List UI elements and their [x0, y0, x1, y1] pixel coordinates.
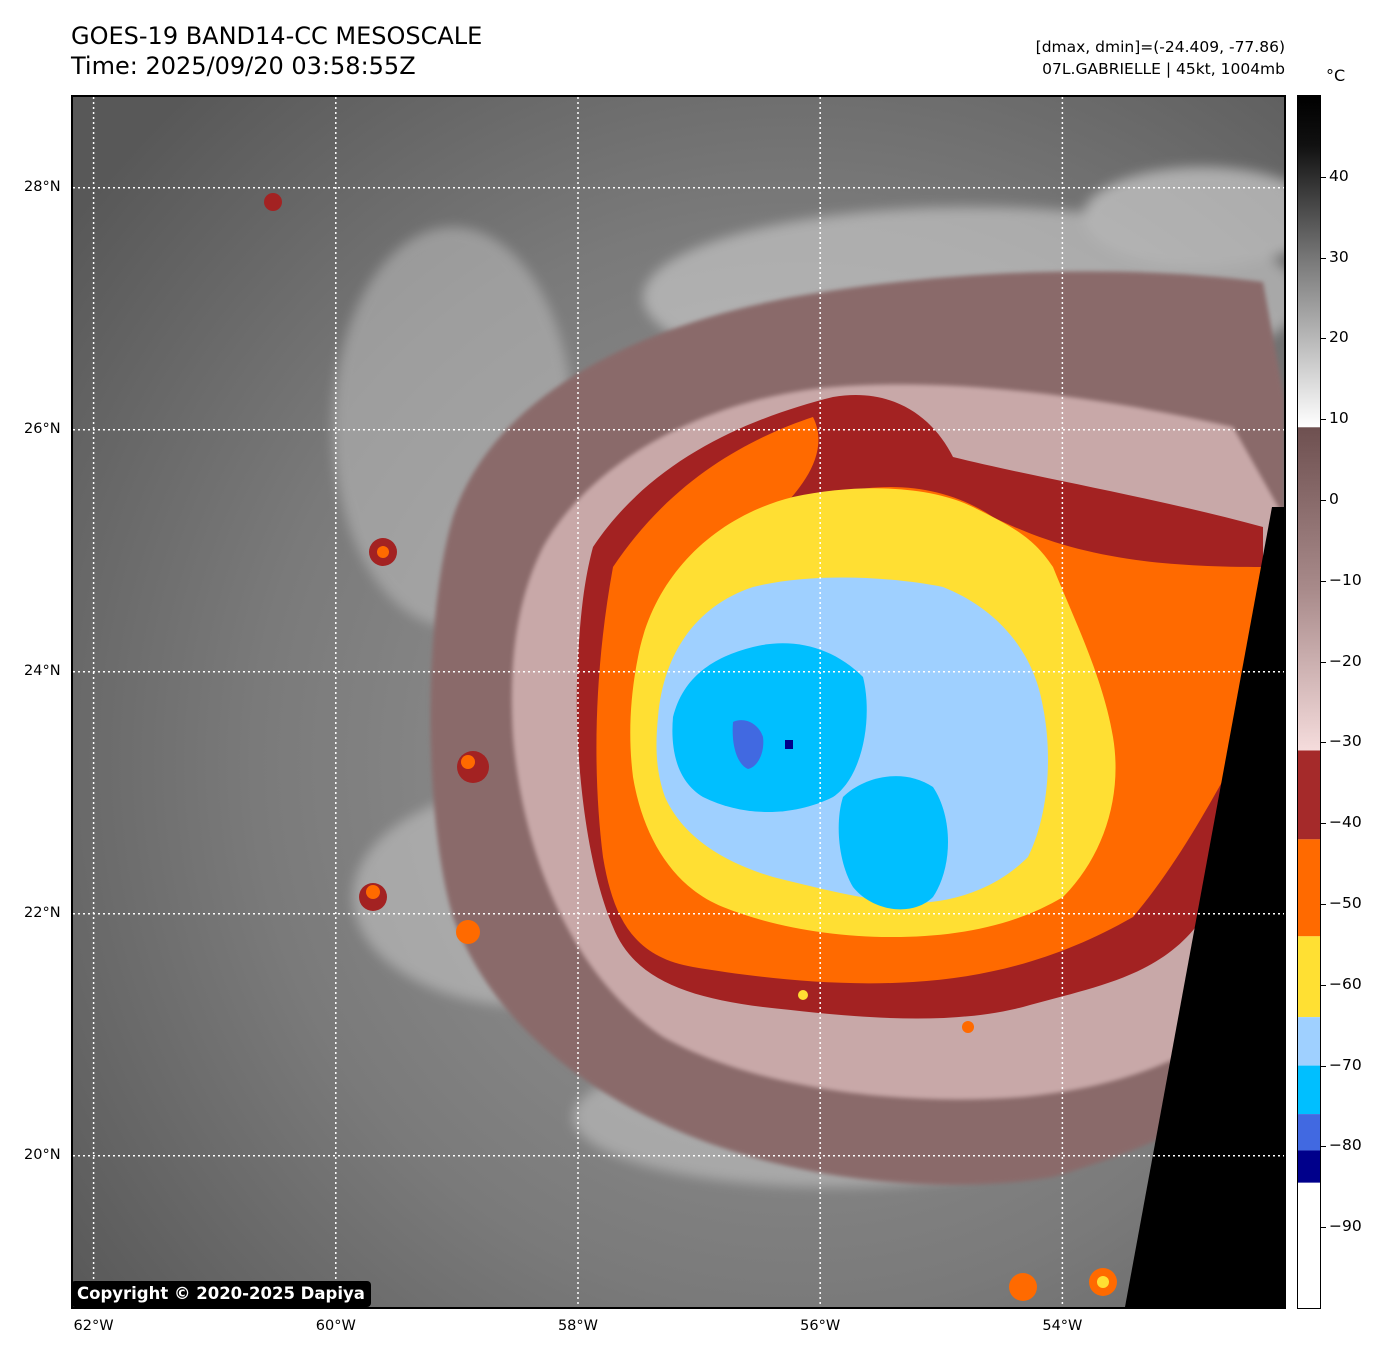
cyan-region [672, 643, 867, 812]
colorbar-label: 10 [1329, 409, 1349, 428]
colorbar-label: −90 [1329, 1217, 1362, 1236]
colorbar-tick [1321, 661, 1326, 663]
satellite-map [71, 95, 1286, 1309]
longitude-label: 54°W [1042, 1318, 1083, 1334]
colorbar-label: −60 [1329, 974, 1362, 993]
colorbar-label: 30 [1329, 247, 1349, 266]
colorbar-label: −70 [1329, 1055, 1362, 1074]
storm-info: 07L.GABRIELLE | 45kt, 1004mb [1042, 60, 1285, 78]
longitude-label: 58°W [557, 1318, 599, 1334]
colorbar-label: −10 [1329, 570, 1362, 589]
chart-title: GOES-19 BAND14-CC MESOSCALE [71, 22, 483, 50]
colorbar-gradient [1298, 96, 1320, 1308]
colorbar-label: −40 [1329, 813, 1362, 832]
colorbar-label: −30 [1329, 732, 1362, 751]
colorbar [1297, 95, 1321, 1309]
colorbar-segment-brown [1298, 427, 1320, 751]
colorbar-tick [1321, 1227, 1326, 1229]
longitude-label: 60°W [315, 1318, 356, 1334]
colorbar-tick [1321, 500, 1326, 501]
colorbar-tick [1321, 823, 1326, 825]
latitude-label: 24°N [24, 662, 61, 679]
chart-time: Time: 2025/09/20 03:58:55Z [71, 52, 416, 80]
longitude-label: 56°W [800, 1318, 841, 1334]
longitude-label: 62°W [73, 1318, 114, 1334]
colorbar-segment-orange [1298, 839, 1320, 937]
no-data-wedge [1125, 507, 1284, 1307]
small-convective-cells [264, 193, 1117, 1301]
latitude-label: 22°N [24, 904, 61, 921]
colorbar-tick [1321, 338, 1326, 340]
colorbar-segment-coldest [1298, 1182, 1320, 1308]
colorbar-tick [1321, 257, 1326, 259]
colorbar-unit: °C [1326, 66, 1346, 85]
royal-blue-spot [732, 720, 764, 769]
colorbar-tick [1321, 419, 1326, 421]
colorbar-segment-yellow [1298, 936, 1320, 1018]
colorbar-tick [1321, 1146, 1326, 1148]
colorbar-segment-navy [1298, 1150, 1320, 1183]
colorbar-segment-gray [1298, 96, 1320, 428]
latitude-label: 20°N [24, 1146, 61, 1163]
colorbar-label: 40 [1329, 166, 1349, 185]
latitude-label: 26°N [24, 420, 61, 437]
latitude-label: 28°N [24, 178, 61, 195]
copyright-badge: Copyright © 2020-2025 Dapiya [71, 1281, 371, 1307]
colorbar-label: −80 [1329, 1136, 1362, 1155]
colorbar-segment-darkred [1298, 750, 1320, 840]
colorbar-tick [1321, 904, 1326, 905]
colorbar-label: −20 [1329, 651, 1362, 670]
colorbar-segment-cyan [1298, 1065, 1320, 1115]
navy-spot [785, 740, 793, 749]
colorbar-segment-royalblue [1298, 1114, 1320, 1151]
colorbar-label: 20 [1329, 328, 1349, 347]
colorbar-tick [1321, 1065, 1326, 1067]
colorbar-segment-lightblue [1298, 1017, 1320, 1066]
graticule [73, 97, 1284, 1307]
colorbar-tick [1321, 176, 1326, 178]
colorbar-label: −50 [1329, 894, 1362, 912]
cyan-region-2 [838, 776, 948, 910]
colorbar-tick [1321, 742, 1326, 744]
colorbar-tick [1321, 984, 1326, 986]
range-info: [dmax, dmin]=(-24.409, -77.86) [1035, 38, 1285, 56]
colorbar-tick [1321, 580, 1326, 582]
ir-image [73, 97, 1284, 1307]
colorbar-label: 0 [1329, 490, 1339, 508]
